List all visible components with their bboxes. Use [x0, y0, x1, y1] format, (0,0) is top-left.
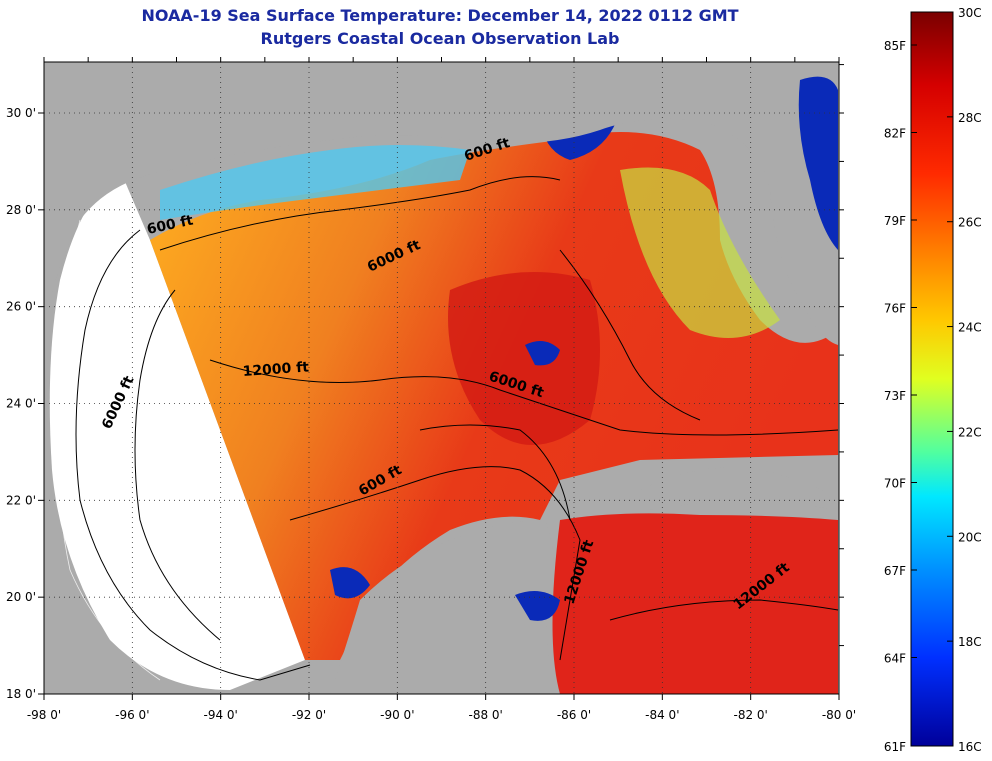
fahrenheit-label: 76F	[884, 302, 906, 316]
lon-tick-label: -86 0'	[557, 708, 591, 722]
colorbar: 30C 28C 26C 24C 22C 20C 18C 16C 85F 82F 79F 76F 73F…	[884, 6, 982, 754]
colorbar-celsius-labels: 30C 28C 26C 24C 22C 20C 18C 16C	[947, 6, 982, 754]
cloud-patch	[525, 341, 560, 366]
lat-tick-label: 22 0'	[6, 493, 36, 507]
fahrenheit-label: 61F	[884, 740, 906, 754]
contour-label: 12000 ft	[242, 359, 310, 380]
celsius-label: 24C	[958, 321, 982, 335]
lon-tick-label: -80 0'	[822, 708, 856, 722]
lat-tick-label: 30 0'	[6, 106, 36, 120]
latitude-axis: 30 0' 28 0' 26 0' 24 0' 22 0' 20 0' 18 0'	[6, 64, 844, 701]
lat-tick-label: 28 0'	[6, 203, 36, 217]
us-gulf-coast-land	[44, 62, 700, 300]
lon-tick-label: -96 0'	[115, 708, 149, 722]
coastal-cool	[160, 145, 470, 220]
celsius-label: 26C	[958, 216, 982, 230]
no-data-region	[49, 170, 305, 690]
colorbar-gradient	[910, 11, 954, 747]
colorbar-fahrenheit-labels: 85F 82F 79F 76F 73F 70F 67F 64F 61F	[884, 39, 917, 754]
cloud-patch	[798, 76, 838, 251]
lat-tick-label: 20 0'	[6, 590, 36, 604]
celsius-label: 16C	[958, 740, 982, 754]
lat-tick-label: 24 0'	[6, 397, 36, 411]
fahrenheit-label: 64F	[884, 652, 906, 666]
yucatan-land	[330, 520, 560, 694]
lon-tick-label: -84 0'	[645, 708, 679, 722]
lon-tick-label: -82 0'	[733, 708, 767, 722]
lat-lon-grid	[44, 62, 839, 694]
celsius-label: 18C	[958, 635, 982, 649]
warm-core	[448, 272, 600, 445]
cuba-land	[640, 467, 838, 510]
lon-tick-label: -90 0'	[380, 708, 414, 722]
fahrenheit-label: 85F	[884, 39, 906, 53]
lon-tick-label: -98 0'	[27, 708, 61, 722]
fahrenheit-label: 79F	[884, 214, 906, 228]
map-subtitle: Rutgers Coastal Ocean Observation Lab	[260, 29, 620, 48]
lon-tick-label: -92 0'	[292, 708, 326, 722]
lat-tick-label: 18 0'	[6, 687, 36, 701]
fahrenheit-label: 67F	[884, 564, 906, 578]
coastline-detail	[54, 219, 161, 681]
cloud-patch	[515, 591, 560, 621]
celsius-label: 30C	[958, 6, 982, 20]
cloud-patch	[330, 567, 370, 599]
fahrenheit-label: 70F	[884, 477, 906, 491]
celsius-label: 20C	[958, 530, 982, 544]
celsius-label: 28C	[958, 111, 982, 125]
longitude-axis: -98 0' -96 0' -94 0' -92 0' -90 0' -88 0' -86 …	[27, 57, 856, 722]
fahrenheit-label: 82F	[884, 127, 906, 141]
map-title: NOAA-19 Sea Surface Temperature: Decembe…	[141, 6, 739, 25]
lon-tick-label: -88 0'	[468, 708, 502, 722]
fahrenheit-label: 73F	[884, 389, 906, 403]
celsius-label: 22C	[958, 425, 982, 439]
lat-tick-label: 26 0'	[6, 300, 36, 314]
lon-tick-label: -94 0'	[203, 708, 237, 722]
bathymetry-contours	[75, 176, 839, 681]
